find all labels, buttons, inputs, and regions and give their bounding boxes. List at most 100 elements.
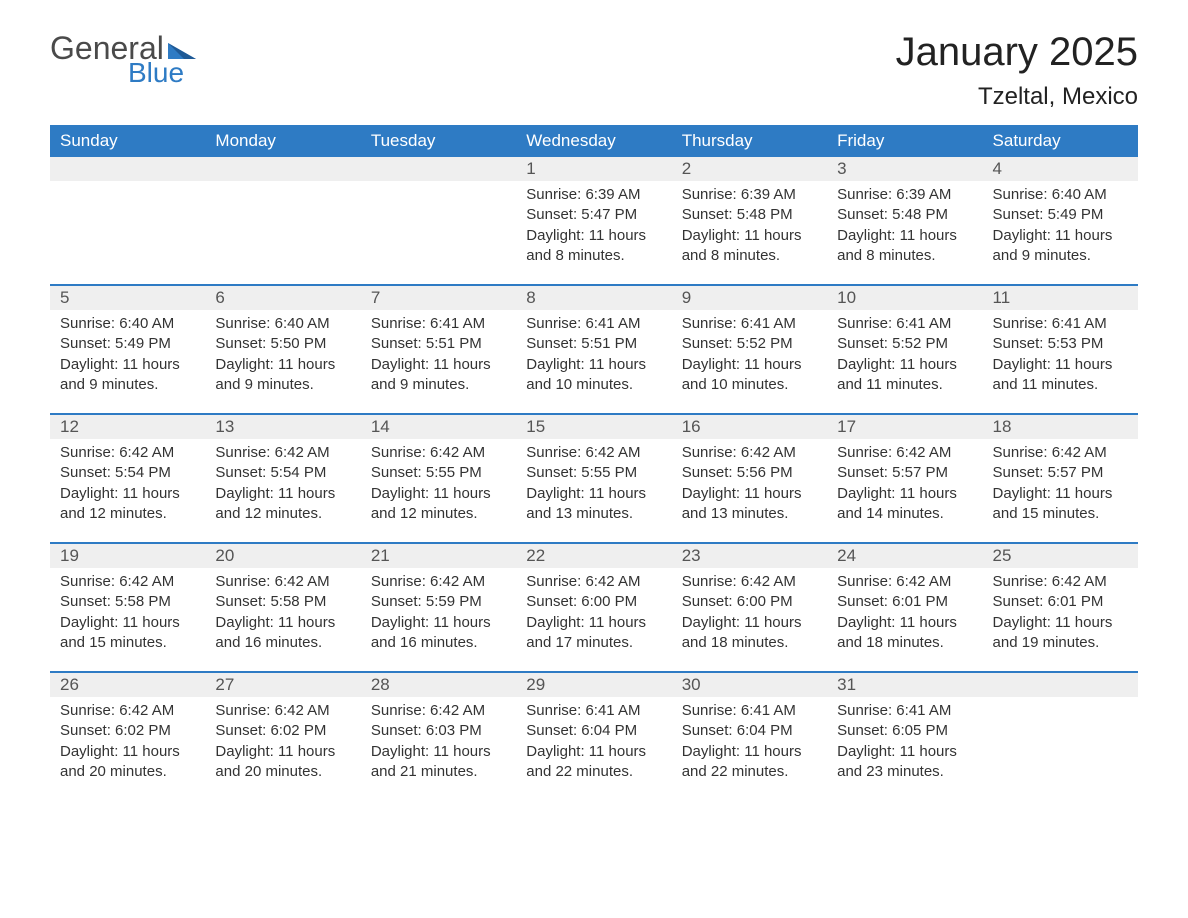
sunset-line: Sunset: 6:02 PM	[60, 721, 195, 741]
daylight-line: Daylight: 11 hours and 13 minutes.	[526, 484, 661, 525]
day-content-cell: Sunrise: 6:40 AMSunset: 5:49 PMDaylight:…	[50, 310, 205, 414]
sunrise-line: Sunrise: 6:42 AM	[215, 572, 350, 592]
day-number-cell: 2	[672, 157, 827, 181]
day-number-cell: 10	[827, 285, 982, 310]
weekday-header: Tuesday	[361, 125, 516, 157]
daylight-line: Daylight: 11 hours and 22 minutes.	[682, 742, 817, 783]
sunrise-line: Sunrise: 6:41 AM	[837, 314, 972, 334]
weekday-header: Monday	[205, 125, 360, 157]
day-number-cell	[361, 157, 516, 181]
page-header: General Blue January 2025 Tzeltal, Mexic…	[50, 30, 1138, 111]
day-content-row: Sunrise: 6:42 AM Sunset: 5:54 PM Daylight:…	[50, 439, 1138, 543]
sunrise-line: Sunrise: 6:40 AM	[993, 185, 1128, 205]
day-content-row: Sunrise: 6:42 AMSunset: 5:58 PMDaylight:…	[50, 568, 1138, 672]
sunset-line: Sunset: 6:02 PM	[215, 721, 350, 741]
sunset-line: Sunset: 6:00 PM	[526, 592, 661, 612]
day-number-row: 262728293031	[50, 672, 1138, 697]
day-number-cell: 20	[205, 543, 360, 568]
sunset-line: Sunset: 5:55 PM	[371, 463, 506, 483]
daylight-line: Daylight: 11 hours and 9 minutes.	[215, 355, 350, 396]
sunrise-line: Sunrise: 6:42 AM	[371, 443, 506, 463]
sunset-line: Sunset: 5:48 PM	[682, 205, 817, 225]
sunset-line: Sunset: 5:50 PM	[215, 334, 350, 354]
sunrise-line: Sunrise: 6:39 AM	[837, 185, 972, 205]
sunrise-line: Sunrise: 6:42 AM	[837, 443, 972, 463]
day-content-cell: Sunrise: 6:39 AMSunset: 5:48 PMDaylight:…	[672, 181, 827, 285]
daylight-line: Daylight: 11 hours and 9 minutes.	[993, 226, 1128, 267]
day-number-cell: 24	[827, 543, 982, 568]
sunrise-line: Sunrise: 6:41 AM	[837, 701, 972, 721]
sunrise-line: Sunrise: 6:42 AM	[682, 572, 817, 592]
daylight-line: Daylight: 11 hours and 16 minutes.	[371, 613, 506, 654]
sunset-line: Sunset: 5:52 PM	[837, 334, 972, 354]
daylight-line: Daylight: 11 hours and 21 minutes.	[371, 742, 506, 783]
sunset-line: Sunset: 5:51 PM	[526, 334, 661, 354]
sunrise-line: Sunrise: 6:42 AM	[60, 572, 195, 592]
daylight-line: Daylight: 11 hours and 20 minutes.	[60, 742, 195, 783]
day-content-cell: Sunrise: 6:42 AMSunset: 6:00 PMDaylight:…	[672, 568, 827, 672]
sunset-line: Sunset: 5:53 PM	[993, 334, 1128, 354]
day-number-cell: 5	[50, 285, 205, 310]
day-content-cell: Sunrise: 6:42 AMSunset: 5:54 PMDaylight:…	[50, 439, 205, 543]
sunrise-line: Sunrise: 6:42 AM	[215, 443, 350, 463]
sunrise-line: Sunrise: 6:40 AM	[60, 314, 195, 334]
day-content-row: Sunrise: 6:40 AMSunset: 5:49 PMDaylight:…	[50, 310, 1138, 414]
day-number-cell: 29	[516, 672, 671, 697]
day-content-cell: Sunrise: 6:40 AMSunset: 5:50 PMDaylight:…	[205, 310, 360, 414]
sunset-line: Sunset: 5:47 PM	[526, 205, 661, 225]
sunrise-line: Sunrise: 6:42 AM	[60, 701, 195, 721]
brand-word2: Blue	[128, 57, 184, 89]
daylight-line: Daylight: 11 hours and 9 minutes.	[371, 355, 506, 396]
day-content-cell: Sunrise: 6:41 AMSunset: 5:52 PMDaylight:…	[827, 310, 982, 414]
daylight-line: Daylight: 11 hours and 12 minutes.	[371, 484, 506, 525]
sunset-line: Sunset: 5:55 PM	[526, 463, 661, 483]
sunset-line: Sunset: 5:54 PM	[60, 463, 195, 483]
sunrise-line: Sunrise: 6:42 AM	[993, 572, 1128, 592]
day-content-cell: Sunrise: 6:42 AMSunset: 6:01 PMDaylight:…	[983, 568, 1138, 672]
sunrise-line: Sunrise: 6:42 AM	[371, 701, 506, 721]
day-number-cell: 4	[983, 157, 1138, 181]
weekday-header: Wednesday	[516, 125, 671, 157]
weekday-header: Thursday	[672, 125, 827, 157]
daylight-line: Daylight: 11 hours and 11 minutes.	[993, 355, 1128, 396]
day-number-cell: 22	[516, 543, 671, 568]
day-number-cell: 23	[672, 543, 827, 568]
day-number-cell: 27	[205, 672, 360, 697]
day-content-row: Sunrise: 6:42 AMSunset: 6:02 PMDaylight:…	[50, 697, 1138, 800]
daylight-line: Daylight: 11 hours and 16 minutes.	[215, 613, 350, 654]
daylight-line: Daylight: 11 hours and 23 minutes.	[837, 742, 972, 783]
day-content-cell	[50, 181, 205, 285]
day-number-cell: 18	[983, 414, 1138, 439]
sunset-line: Sunset: 5:49 PM	[60, 334, 195, 354]
sunrise-line: Sunrise: 6:39 AM	[682, 185, 817, 205]
day-number-row: 1234	[50, 157, 1138, 181]
day-number-cell: 8	[516, 285, 671, 310]
day-content-cell: Sunrise: 6:42 AMSunset: 5:58 PMDaylight:…	[50, 568, 205, 672]
day-content-cell	[361, 181, 516, 285]
day-content-cell: Sunrise: 6:41 AMSunset: 5:53 PMDaylight:…	[983, 310, 1138, 414]
day-content-cell: Sunrise: 6:41 AMSunset: 6:04 PMDaylight:…	[516, 697, 671, 800]
day-content-cell: Sunrise: 6:39 AMSunset: 5:47 PMDaylight:…	[516, 181, 671, 285]
daylight-line: Daylight: 11 hours and 8 minutes.	[837, 226, 972, 267]
sunset-line: Sunset: 5:56 PM	[682, 463, 817, 483]
sunset-line: Sunset: 5:48 PM	[837, 205, 972, 225]
sunrise-line: Sunrise: 6:41 AM	[526, 314, 661, 334]
daylight-line: Daylight: 11 hours and 19 minutes.	[993, 613, 1128, 654]
sunrise-line: Sunrise: 6:42 AM	[682, 443, 817, 463]
daylight-line: Daylight: 11 hours and 17 minutes.	[526, 613, 661, 654]
day-number-cell: 11	[983, 285, 1138, 310]
sunset-line: Sunset: 5:58 PM	[60, 592, 195, 612]
sunset-line: Sunset: 6:03 PM	[371, 721, 506, 741]
day-number-cell: 9	[672, 285, 827, 310]
day-number-cell: 17	[827, 414, 982, 439]
day-number-cell	[983, 672, 1138, 697]
day-content-cell: Sunrise: 6:42 AMSunset: 6:00 PMDaylight:…	[516, 568, 671, 672]
sunset-line: Sunset: 5:59 PM	[371, 592, 506, 612]
day-content-cell: Sunrise: 6:42 AMSunset: 5:57 PMDaylight:…	[983, 439, 1138, 543]
daylight-line: Daylight: 11 hours and 13 minutes.	[682, 484, 817, 525]
day-content-cell: Sunrise: 6:42 AMSunset: 6:02 PMDaylight:…	[205, 697, 360, 800]
daylight-line: Daylight: 11 hours and 9 minutes.	[60, 355, 195, 396]
brand-shape-icon	[168, 37, 196, 59]
sunset-line: Sunset: 5:51 PM	[371, 334, 506, 354]
day-number-cell	[205, 157, 360, 181]
